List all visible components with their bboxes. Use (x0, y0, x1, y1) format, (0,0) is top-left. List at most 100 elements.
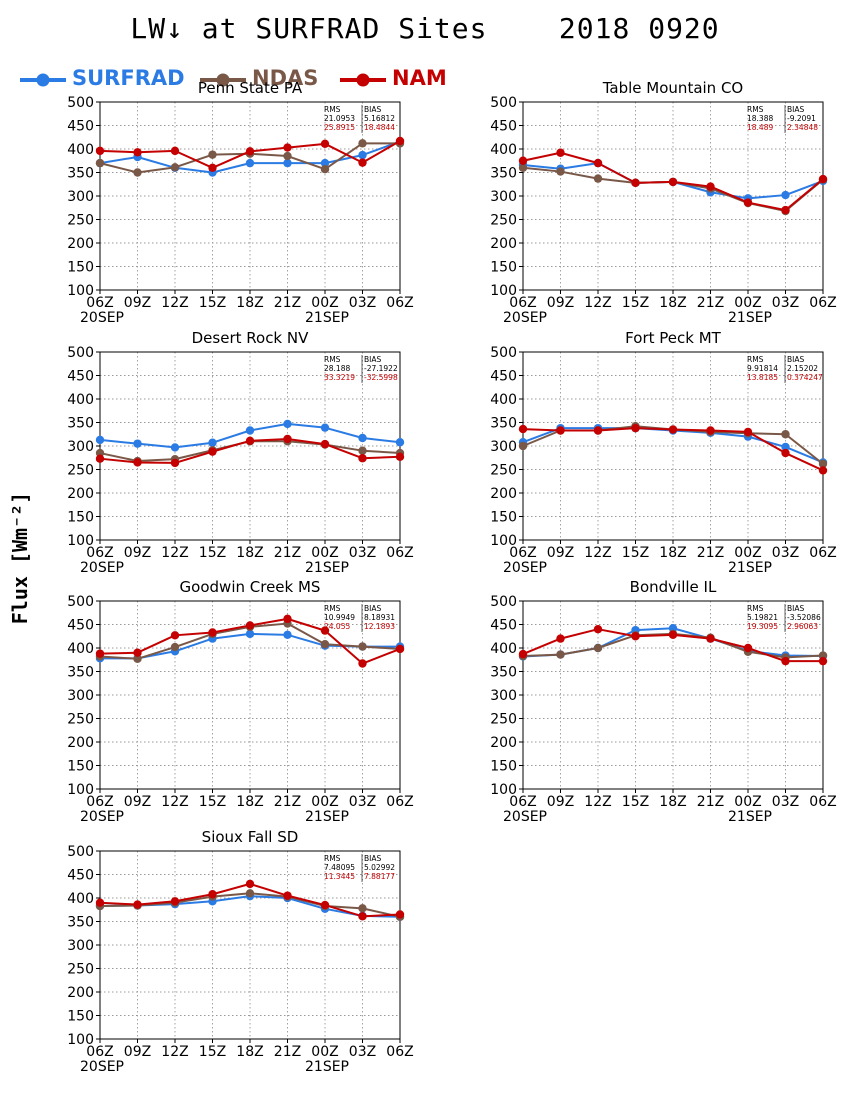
data-point-nam (631, 178, 640, 188)
stats-value: 18.489 (747, 123, 773, 132)
y-tick-label: 100 (67, 283, 94, 299)
y-tick-label: 300 (490, 439, 517, 455)
x-tick-label: 06Z (386, 545, 413, 561)
data-point-ndas (556, 167, 565, 176)
data-point-nam (95, 649, 105, 658)
x-tick-label: 03Z (349, 794, 376, 810)
x-tick-label: 09Z (124, 545, 151, 561)
data-point-nam (170, 631, 180, 640)
data-point-surfrad (283, 630, 292, 640)
stats-header: BIAS (787, 105, 804, 114)
data-point-nam (668, 425, 678, 434)
gridlines (523, 601, 823, 789)
x-tick-label: 18Z (659, 545, 686, 561)
data-point-nam (743, 643, 753, 653)
y-tick-label: 350 (490, 665, 517, 681)
x-date-label: 21SEP (728, 560, 772, 576)
data-point-nam (170, 897, 180, 906)
y-tick-label: 250 (67, 463, 94, 479)
x-tick-label: 18Z (236, 1044, 263, 1060)
data-point-surfrad (245, 629, 255, 639)
x-tick-label: 09Z (124, 1044, 151, 1060)
y-tick-label: 500 (67, 345, 94, 361)
data-point-surfrad (320, 158, 330, 168)
data-point-nam (358, 659, 367, 668)
data-point-nam (518, 649, 528, 659)
data-point-surfrad (395, 438, 405, 447)
data-point-nam (668, 177, 678, 187)
data-point-surfrad (781, 190, 790, 200)
y-tick-label: 400 (490, 392, 517, 408)
x-tick-label: 06Z (386, 794, 413, 810)
y-tick-label: 450 (490, 369, 517, 385)
data-point-ndas (245, 889, 255, 898)
data-point-nam (133, 900, 142, 909)
y-tick-label: 400 (67, 392, 94, 408)
data-point-nam (283, 143, 292, 152)
gridlines (100, 601, 400, 789)
data-point-nam (556, 634, 565, 643)
gridlines (100, 851, 400, 1039)
x-tick-label: 00Z (734, 794, 761, 810)
y-tick-label: 200 (67, 236, 94, 252)
data-point-nam (518, 424, 528, 434)
y-tick-label: 350 (490, 416, 517, 432)
x-tick-label: 06Z (86, 545, 113, 561)
x-tick-label: 00Z (311, 545, 338, 561)
x-date-label: 20SEP (80, 560, 124, 576)
y-tick-label: 400 (67, 641, 94, 657)
data-point-nam (283, 614, 292, 624)
y-tick-label: 200 (67, 985, 94, 1001)
stats-value: 8.18931 (364, 613, 395, 622)
data-point-nam (781, 656, 790, 666)
x-tick-label: 12Z (584, 295, 611, 311)
x-tick-label: 09Z (124, 295, 151, 311)
x-date-label: 20SEP (80, 1059, 124, 1075)
chart-title: Sioux Fall SD (201, 828, 299, 846)
stats-value: 7.48095 (324, 863, 355, 872)
y-tick-label: 150 (67, 1009, 94, 1025)
stats-header: RMS (324, 604, 341, 613)
data-point-nam (358, 912, 367, 921)
figure-title: LW↓ at SURFRAD Sites 2018 0920 (130, 12, 720, 45)
y-tick-label: 350 (490, 166, 517, 182)
stats-value: 18.4844 (364, 123, 395, 132)
y-tick-label: 300 (67, 688, 94, 704)
y-tick-label: 200 (490, 236, 517, 252)
data-point-nam (245, 879, 255, 889)
data-point-surfrad (358, 433, 367, 443)
stats-value: 2.96063 (787, 622, 818, 631)
data-point-ndas (358, 904, 367, 913)
x-date-label: 21SEP (728, 809, 772, 825)
chart-title: Desert Rock NV (191, 329, 309, 347)
x-tick-label: 15Z (622, 295, 649, 311)
data-point-ndas (593, 643, 603, 653)
data-point-nam (518, 156, 528, 165)
stats-header: RMS (324, 854, 341, 863)
stats-value: 11.3445 (324, 872, 355, 881)
data-point-surfrad (283, 419, 292, 429)
data-point-nam (208, 890, 217, 899)
y-tick-label: 500 (67, 594, 94, 610)
stats-box: RMS BIAS 7.48095 5.02992 11.3445 7.88177 (324, 854, 395, 882)
stats-box: RMS BIAS 21.0953 5.16812 25.8915 18.4844 (324, 105, 395, 133)
y-tick-label: 300 (490, 189, 517, 205)
y-tick-label: 500 (67, 95, 94, 111)
data-point-nam (358, 158, 367, 167)
x-tick-label: 00Z (734, 545, 761, 561)
chart-title: Goodwin Creek MS (179, 578, 321, 596)
legend-label-surfrad: SURFRAD (72, 66, 185, 90)
data-point-nam (818, 466, 828, 475)
data-point-nam (706, 182, 715, 191)
stats-value: 24.055 (324, 622, 350, 631)
stats-value: 2.15202 (787, 364, 818, 373)
stats-box: RMS BIAS 28.188 -27.1922 33.3219 -32.5998 (324, 355, 398, 383)
data-point-ndas (208, 150, 217, 159)
stats-value: 19.3095 (747, 622, 778, 631)
stats-value: -32.5998 (364, 373, 398, 382)
stats-value: 12.1893 (364, 622, 395, 631)
x-tick-label: 15Z (199, 1044, 226, 1060)
